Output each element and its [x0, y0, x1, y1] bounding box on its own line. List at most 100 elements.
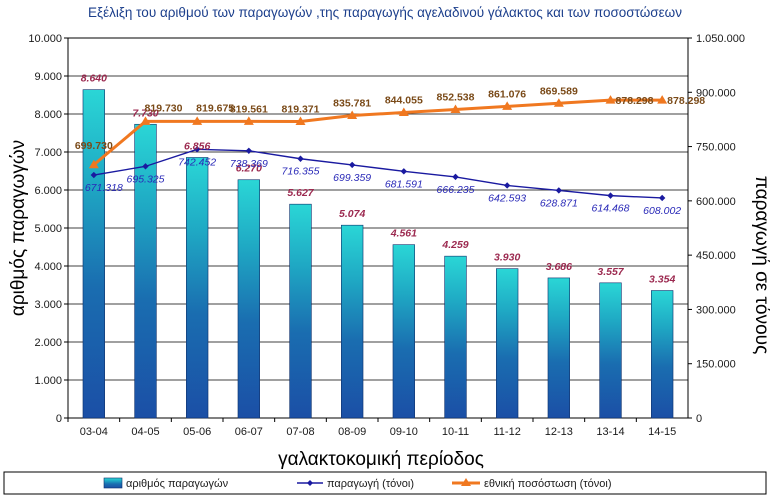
quota-value-label: 819.371: [282, 103, 320, 115]
production-marker: [503, 182, 511, 189]
quota-marker: [502, 101, 513, 110]
quota-value-label: 819.730: [145, 102, 183, 114]
quota-marker: [88, 159, 99, 169]
bar-value-label: 3.354: [649, 274, 675, 286]
production-value-label: 699.359: [333, 172, 371, 184]
quota-line: [92, 98, 663, 166]
production-value-label: 742.452: [178, 156, 216, 168]
legend-swatch-bars: [103, 477, 123, 489]
bar: [444, 255, 467, 419]
production-marker: [142, 163, 149, 170]
bar-value-label: 3.930: [494, 252, 520, 264]
quota-value-label: 819.675: [196, 102, 234, 114]
production-marker: [90, 171, 98, 179]
bar: [651, 290, 674, 419]
bar: [599, 282, 622, 419]
quota-value-label: 819.561: [230, 103, 268, 115]
category-label: 12-13: [545, 426, 573, 438]
quota-marker: [605, 95, 616, 104]
production-value-label: 666.235: [437, 184, 475, 196]
production-marker: [658, 194, 666, 202]
category-label: 05-06: [183, 426, 211, 438]
right-tick-label: 1.050.000: [696, 33, 745, 45]
bar: [82, 89, 105, 419]
left-tick-label: 0: [56, 413, 62, 425]
left-tick-label: 10.000: [28, 33, 62, 45]
data-labels: 8.640 7.730 6.856 6.270 5.627 5.074 4.561 4.259…: [75, 73, 705, 286]
legend-box: [3, 471, 767, 495]
production-value-label: 695.325: [127, 173, 165, 185]
left-tick-label: 9.000: [34, 71, 62, 83]
production-marker: [245, 147, 253, 154]
quota-marker: [243, 116, 254, 125]
category-label: 11-12: [494, 426, 521, 438]
legend-label-quota: εθνική ποσόστωση (τόνοι): [484, 478, 611, 490]
bar-value-label: 4.259: [441, 239, 468, 251]
bar-value-label: 6.856: [184, 140, 210, 152]
production-marker: [348, 161, 356, 169]
bar: [341, 224, 364, 419]
y-axis-right-label: παραγωγή σε τόνους: [751, 176, 770, 354]
right-axis-ticks: 0 150.000 300.000 450.000 600.000 750.000 900.…: [696, 33, 745, 425]
left-axis-ticks: 0 1.000 2.000 3.000 4.000 5.000 6.000 7.000 8.00…: [28, 33, 62, 425]
production-marker: [555, 187, 563, 194]
category-label: 10-11: [442, 426, 469, 438]
gridlines: [64, 37, 692, 422]
production-value-label: 642.593: [488, 192, 526, 204]
quota-marker: [347, 110, 358, 120]
right-tick-label: 450.000: [696, 250, 736, 262]
quota-value-label: 835.781: [333, 98, 371, 110]
production-marker: [193, 146, 201, 153]
bars: [82, 89, 674, 419]
right-tick-label: 150.000: [696, 359, 736, 371]
quota-value-label: 869.589: [540, 85, 578, 97]
legend-marker-production: [307, 480, 313, 486]
bar: [237, 179, 260, 419]
legend-label-production: παραγωγή (τόνοι): [327, 478, 414, 490]
y-axis-left-label: αριθμός παραγωγών: [8, 140, 29, 316]
production-marker: [400, 168, 408, 175]
quota-marker: [657, 95, 668, 104]
quota-marker: [295, 116, 306, 125]
production-marker: [297, 155, 304, 162]
category-label: 08-09: [338, 426, 366, 438]
production-value-label: 716.355: [282, 166, 320, 178]
legend-marker-quota: [461, 478, 471, 486]
quota-value-label: 844.055: [385, 95, 423, 107]
bar-value-label: 3.686: [546, 261, 572, 273]
production-value-label: 738.369: [230, 158, 268, 170]
category-label: 03-04: [80, 426, 108, 438]
left-tick-label: 2.000: [34, 337, 62, 349]
bar-value-label: 5.074: [339, 208, 365, 220]
chart-title: Εξέλιξη του αριθμού των παραγωγών ,της π…: [88, 5, 682, 20]
left-tick-label: 4.000: [34, 261, 62, 273]
quota-marker: [140, 116, 151, 125]
quota-value-label: 699.730: [75, 140, 113, 152]
production-marker: [607, 192, 614, 199]
right-tick-label: 900.000: [696, 87, 736, 99]
quota-marker: [398, 107, 409, 117]
quota-marker: [553, 98, 564, 107]
bar-value-label: 6.270: [236, 163, 262, 175]
right-tick-label: 0: [696, 413, 702, 425]
quota-value-label: 878.298: [616, 95, 654, 107]
quota-marker: [450, 104, 461, 113]
x-axis-label: γαλακτοκομική περίοδος: [278, 449, 484, 470]
bar-value-label: 5.627: [287, 187, 314, 199]
bar-value-label: 3.557: [597, 266, 624, 278]
category-label: 09-10: [390, 426, 418, 438]
left-tick-label: 3.000: [34, 299, 62, 311]
production-value-label: 608.002: [643, 205, 681, 217]
category-ticks: 03-04 04-05 05-06 06-07 07-08 08-09 09-10 10-11…: [80, 426, 676, 438]
bar: [496, 268, 519, 419]
left-tick-label: 5.000: [34, 223, 62, 235]
production-value-label: 671.318: [85, 182, 123, 194]
production-marker: [452, 173, 459, 181]
category-label: 13-14: [596, 426, 624, 438]
bar-value-label: 4.561: [390, 228, 417, 240]
left-tick-label: 1.000: [34, 375, 62, 387]
production-value-label: 614.468: [592, 203, 630, 215]
category-label: 07-08: [286, 426, 314, 438]
